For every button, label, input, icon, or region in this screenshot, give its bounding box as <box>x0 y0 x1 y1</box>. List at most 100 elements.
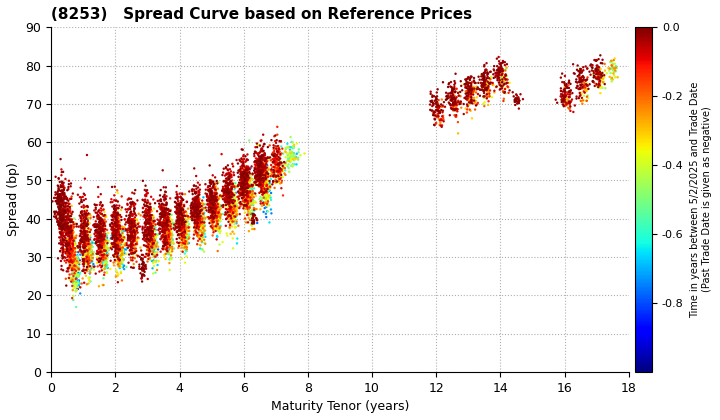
Point <box>80 258 91 265</box>
Point <box>235 168 246 175</box>
Point <box>66 252 77 259</box>
Point <box>510 95 521 102</box>
Point <box>66 246 77 252</box>
Point <box>127 235 138 242</box>
Point <box>190 212 202 219</box>
Point <box>143 206 154 213</box>
Point <box>256 173 268 180</box>
Point <box>208 218 220 225</box>
Point <box>189 223 200 230</box>
Point <box>578 74 590 81</box>
Point <box>140 243 152 249</box>
Point <box>113 213 125 220</box>
Point <box>163 234 175 240</box>
Point <box>117 224 128 231</box>
Point <box>80 245 91 252</box>
Point <box>58 168 69 175</box>
Point <box>159 207 171 214</box>
Point <box>231 208 243 215</box>
Point <box>192 222 203 229</box>
Point <box>187 210 199 217</box>
Point <box>143 212 154 219</box>
Point <box>175 219 186 226</box>
Point <box>253 183 265 190</box>
Point <box>112 254 123 260</box>
Point <box>214 194 225 200</box>
Point <box>223 176 235 183</box>
Point <box>207 192 219 199</box>
Point <box>193 215 204 222</box>
Point <box>194 204 206 210</box>
Point <box>60 235 71 242</box>
Point <box>243 194 255 201</box>
Point <box>248 178 260 185</box>
Point <box>248 218 259 225</box>
Point <box>117 249 128 256</box>
Point <box>51 191 63 197</box>
Point <box>244 183 256 189</box>
Point <box>274 148 286 155</box>
Point <box>179 228 191 235</box>
Point <box>63 184 74 190</box>
Point <box>228 180 239 186</box>
Point <box>180 243 192 250</box>
Point <box>68 265 80 272</box>
Point <box>65 228 76 235</box>
Point <box>68 245 80 252</box>
Point <box>192 211 204 218</box>
Point <box>63 226 75 233</box>
Point <box>243 137 255 144</box>
Point <box>228 209 239 216</box>
Point <box>95 210 107 217</box>
Point <box>199 218 210 224</box>
Point <box>277 192 289 199</box>
Point <box>235 174 246 181</box>
Point <box>144 236 156 243</box>
Point <box>269 161 281 168</box>
Point <box>127 238 139 244</box>
Point <box>125 204 137 210</box>
Point <box>134 253 145 260</box>
Point <box>55 216 66 223</box>
Point <box>145 232 156 239</box>
Point <box>441 96 452 102</box>
Point <box>58 224 69 231</box>
Point <box>56 213 68 220</box>
Point <box>148 251 159 257</box>
Point <box>101 269 112 276</box>
Point <box>226 201 238 208</box>
Point <box>71 260 82 266</box>
Point <box>227 192 238 199</box>
Point <box>146 244 158 251</box>
Point <box>113 218 125 224</box>
Point <box>162 232 174 239</box>
Point <box>469 87 481 94</box>
Point <box>191 214 202 221</box>
Point <box>152 220 163 227</box>
Point <box>211 214 222 221</box>
Point <box>244 192 256 199</box>
Point <box>179 222 191 229</box>
Point <box>242 178 253 185</box>
Point <box>82 236 94 242</box>
Point <box>208 201 220 207</box>
Point <box>162 239 174 246</box>
Point <box>159 238 171 245</box>
Point <box>559 94 571 100</box>
Point <box>97 218 109 224</box>
Point <box>273 160 284 167</box>
Point <box>229 183 240 189</box>
Point <box>72 279 84 286</box>
Point <box>227 215 238 221</box>
Point <box>565 87 577 94</box>
Point <box>143 229 154 236</box>
Point <box>79 223 91 230</box>
Point <box>234 211 246 218</box>
Point <box>273 168 284 175</box>
Point <box>225 206 236 213</box>
Point <box>218 191 230 198</box>
Point <box>593 74 604 81</box>
Point <box>223 181 235 187</box>
Point <box>56 178 68 185</box>
Point <box>248 190 260 197</box>
